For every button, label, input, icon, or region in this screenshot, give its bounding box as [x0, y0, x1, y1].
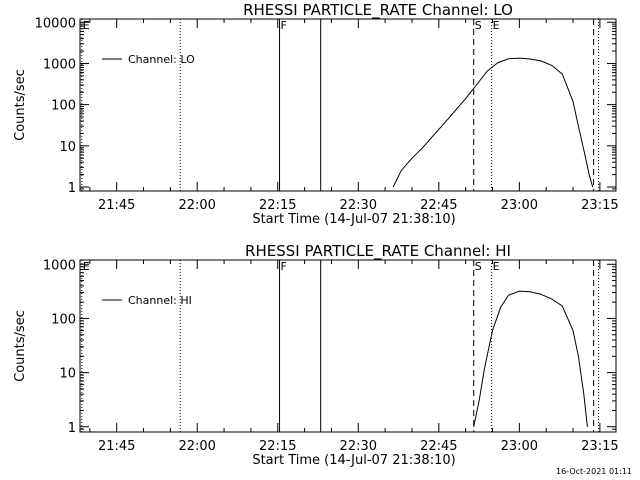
x-tick-label: 22:00: [178, 439, 215, 454]
y-tick-label: 10: [59, 140, 76, 155]
y-tick-label: 10: [59, 367, 76, 382]
y-tick-label: 1: [68, 181, 76, 196]
x-tick-label: 22:45: [420, 198, 457, 213]
chart-title: RHESSI PARTICLE_RATE Channel: LO: [243, 1, 513, 20]
series-line: [392, 57, 594, 188]
chart-panel-lo: RHESSI PARTICLE_RATE Channel: LO Counts/s…: [13, 1, 619, 227]
event-marker-label: E: [493, 260, 500, 273]
x-tick-label: 22:00: [178, 198, 215, 213]
y-tick-label: 1: [68, 421, 76, 436]
y-tick-label: 10000: [35, 16, 76, 31]
y-tick-label: 1000: [43, 57, 76, 72]
plot-frame: [79, 18, 617, 192]
x-tick-label: 23:15: [581, 198, 618, 213]
x-tick-label: 23:00: [501, 439, 538, 454]
x-tick-label: 22:30: [340, 439, 377, 454]
x-tick-label: 21:45: [98, 198, 135, 213]
event-marker-label: S: [475, 260, 482, 273]
event-marker-label: E: [83, 260, 90, 273]
plot-frame: [79, 259, 617, 433]
legend-entry: Channel: HI: [128, 294, 192, 307]
event-marker-label: E: [493, 19, 500, 32]
x-tick-label: 21:45: [98, 439, 135, 454]
y-tick-label: 1000: [43, 258, 76, 273]
event-marker-label: S: [475, 19, 482, 32]
chart-panel-hi: RHESSI PARTICLE_RATE Channel: HI Counts/s…: [13, 242, 619, 468]
y-tick-label: 100: [51, 99, 76, 114]
x-tick-label: 22:45: [420, 439, 457, 454]
x-tick-label: 22:30: [340, 198, 377, 213]
chart-title: RHESSI PARTICLE_RATE Channel: HI: [245, 242, 511, 261]
y-axis-label: Counts/sec: [13, 310, 28, 382]
x-tick-label: 23:15: [581, 439, 618, 454]
y-axis-label: Counts/sec: [13, 69, 28, 141]
footer-timestamp: 16-Oct-2021 01:11: [556, 467, 632, 476]
legend-entry: Channel: LO: [128, 53, 195, 66]
x-axis-label: Start Time (14-Jul-07 21:38:10): [252, 453, 455, 468]
x-tick-label: 22:15: [259, 439, 296, 454]
x-tick-label: 23:00: [501, 198, 538, 213]
x-tick-label: 22:15: [259, 198, 296, 213]
x-axis-label: Start Time (14-Jul-07 21:38:10): [252, 212, 455, 227]
series-line: [473, 290, 588, 427]
event-marker-label: E: [83, 19, 90, 32]
event-marker-label: F: [281, 19, 287, 32]
event-marker-label: F: [281, 260, 287, 273]
y-tick-label: 100: [51, 312, 76, 327]
